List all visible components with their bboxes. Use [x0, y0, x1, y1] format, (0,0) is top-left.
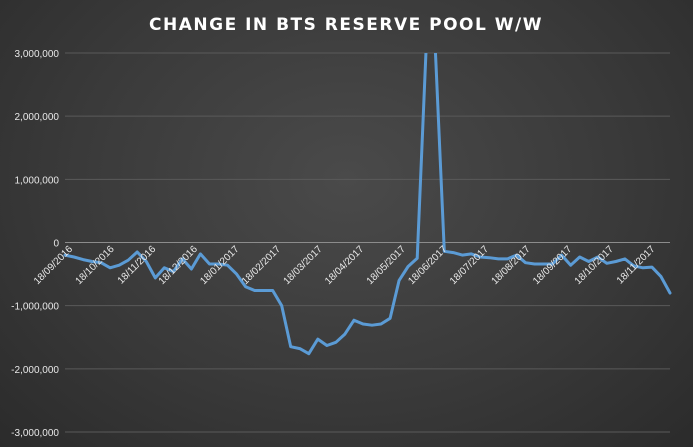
x-tick-label: 18/08/2017	[490, 244, 533, 287]
x-tick-label: 18/10/2016	[74, 244, 117, 287]
y-tick-label: -3,000,000	[11, 428, 59, 439]
x-tick-label: 18/06/2017	[406, 244, 449, 287]
series-line	[63, 53, 672, 356]
y-axis-tick-labels: 3,000,000 2,000,000 1,000,000 0 -1,000,000 -2…	[11, 49, 59, 439]
y-tick-label: -2,000,000	[11, 365, 59, 376]
y-tick-label: 0	[53, 239, 59, 250]
x-tick-label: 18/09/2016	[32, 244, 75, 287]
chart-title: CHANGE IN BTS RESERVE POOL W/W	[149, 15, 543, 35]
y-tick-label: -1,000,000	[11, 302, 59, 313]
x-tick-label: 18/02/2017	[240, 244, 283, 287]
x-tick-label: 18/04/2017	[323, 244, 366, 287]
x-tick-label: 18/11/2017	[615, 244, 658, 287]
x-tick-label: 18/10/2017	[573, 244, 616, 287]
series-layer	[63, 53, 672, 356]
x-axis-tick-labels: 18/09/201618/10/201618/11/201618/12/2016…	[32, 244, 658, 287]
y-tick-label: 3,000,000	[15, 49, 60, 60]
x-tick-label: 18/07/2017	[448, 244, 491, 287]
x-tick-label: 18/05/2017	[365, 244, 408, 287]
x-tick-label: 18/01/2017	[198, 244, 241, 287]
y-tick-label: 2,000,000	[15, 112, 60, 123]
x-tick-label: 18/03/2017	[282, 244, 325, 287]
gridlines	[65, 52, 670, 433]
y-tick-label: 1,000,000	[15, 175, 60, 186]
